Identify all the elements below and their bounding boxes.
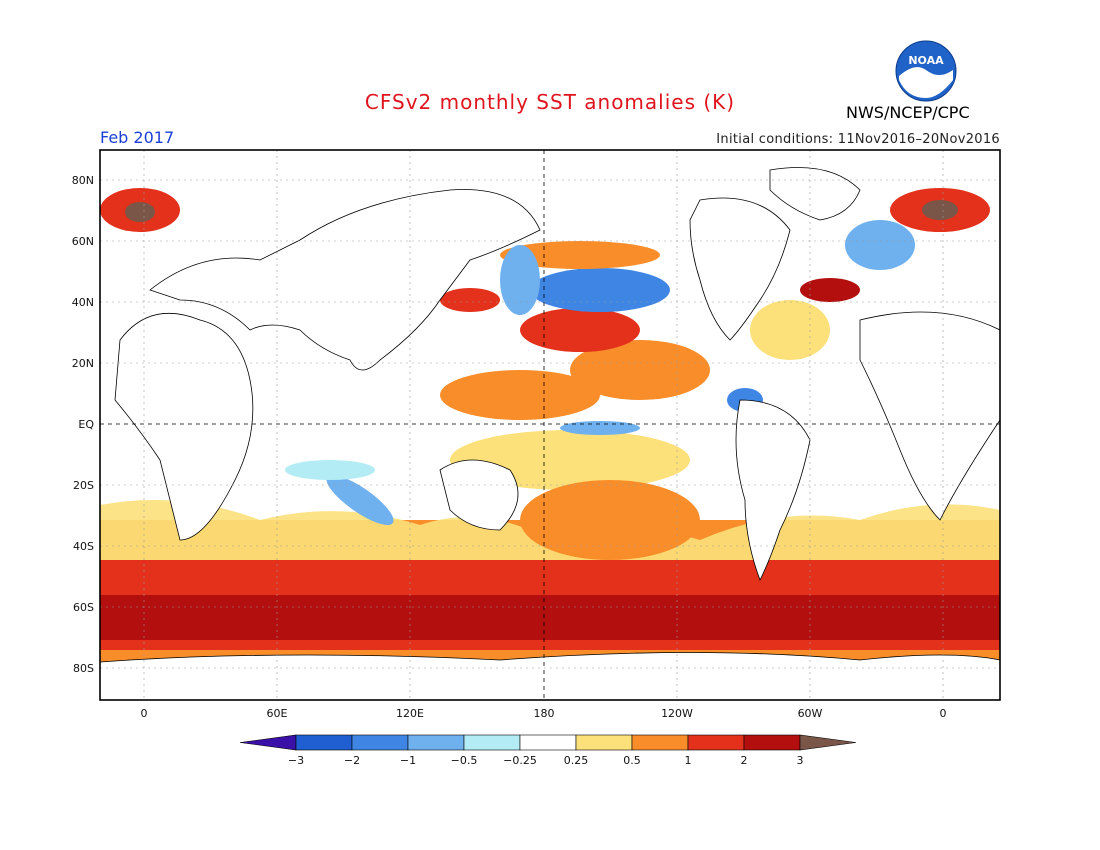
lat-label: 60N — [72, 235, 94, 248]
colorbar-label: 1 — [685, 754, 692, 767]
colorbar-label: −0.5 — [451, 754, 478, 767]
map-title: CFSv2 monthly SST anomalies (K) — [364, 90, 736, 114]
colorbar-label: 0.25 — [564, 754, 589, 767]
colorbar-label: −1 — [400, 754, 416, 767]
lon-label: 0 — [940, 707, 947, 720]
graticule — [100, 150, 1000, 700]
lat-label: EQ — [78, 418, 94, 431]
colorbar-segment — [575, 734, 633, 751]
colorbar-segment — [295, 734, 353, 751]
initial-conditions: Initial conditions: 11Nov2016–20Nov2016 — [716, 132, 1000, 147]
colorbar-segment — [463, 734, 521, 751]
lat-label: 80S — [73, 662, 94, 675]
lon-label: 0 — [141, 707, 148, 720]
colorbar-label: 0.5 — [623, 754, 641, 767]
longitude-labels: 0 60E 120E 180 120W 60W 0 — [141, 707, 947, 720]
colorbar-label: −2 — [344, 754, 360, 767]
reference-lines — [100, 150, 1000, 700]
lat-label: 80N — [72, 174, 94, 187]
colorbar-arrow-max — [799, 734, 857, 751]
colorbar-arrow-min — [239, 734, 297, 751]
continents — [100, 167, 1000, 700]
lat-label: 60S — [73, 601, 94, 614]
colorbar-segment — [687, 734, 745, 751]
colorbar-segment — [631, 734, 689, 751]
lon-label: 120E — [396, 707, 424, 720]
forecast-period: Feb 2017 — [100, 128, 175, 147]
lat-label: 40N — [72, 296, 94, 309]
colorbar: −3 −2 −1 −0.5 −0.25 0.25 0.5 1 2 3 — [239, 734, 857, 767]
lon-label: 60E — [267, 707, 288, 720]
lon-label: 180 — [534, 707, 555, 720]
lat-label: 20N — [72, 357, 94, 370]
lon-label: 60W — [798, 707, 823, 720]
anomaly-field — [100, 188, 1000, 680]
colorbar-label: 3 — [797, 754, 804, 767]
latitude-labels: 80N 60N 40N 20N EQ 20S 40S 60S 80S — [72, 174, 95, 675]
lat-label: 20S — [73, 479, 94, 492]
colorbar-label: 2 — [741, 754, 748, 767]
colorbar-segment — [519, 734, 577, 751]
colorbar-segment — [743, 734, 801, 751]
agency-label: NWS/NCEP/CPC — [846, 103, 970, 122]
colorbar-segment — [351, 734, 409, 751]
map-frame — [99, 149, 1001, 701]
colorbar-label: −0.25 — [503, 754, 537, 767]
logo-text: NOAA — [908, 54, 944, 67]
noaa-logo: NOAA — [895, 40, 957, 106]
colorbar-segment — [407, 734, 465, 751]
lon-label: 120W — [661, 707, 693, 720]
colorbar-label: −3 — [288, 754, 304, 767]
lat-label: 40S — [73, 540, 94, 553]
